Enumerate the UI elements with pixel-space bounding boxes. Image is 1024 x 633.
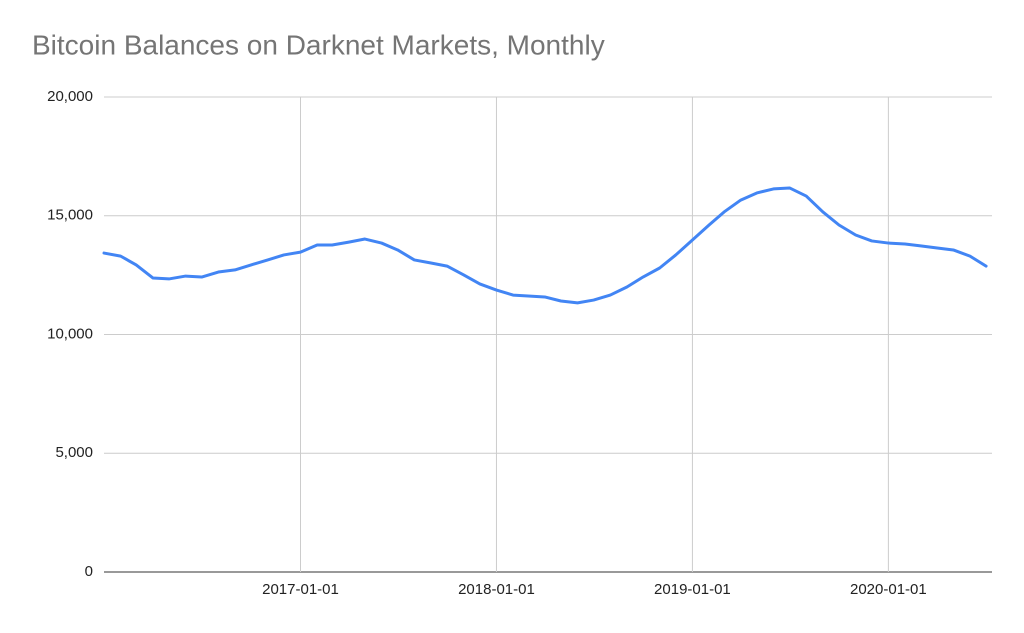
y-tick-label: 5,000 — [55, 444, 93, 461]
y-tick-label: 15,000 — [47, 207, 93, 224]
y-tick-label: 10,000 — [47, 325, 93, 342]
y-tick-label: 20,000 — [47, 88, 93, 105]
x-tick-label: 2017-01-01 — [262, 581, 339, 598]
y-tick-label: 0 — [85, 563, 93, 580]
x-tick-label: 2018-01-01 — [458, 581, 535, 598]
data-line — [102, 186, 988, 305]
chart-title: Bitcoin Balances on Darknet Markets, Mon… — [32, 29, 605, 60]
x-tick-label: 2019-01-01 — [654, 581, 731, 598]
x-tick-label: 2020-01-01 — [850, 581, 927, 598]
